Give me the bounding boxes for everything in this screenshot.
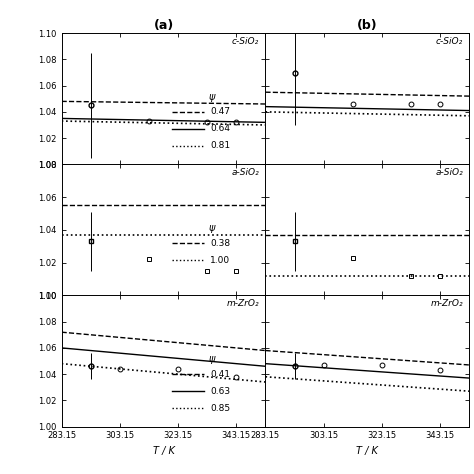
X-axis label: T / K: T / K: [356, 446, 378, 456]
Text: 1.00: 1.00: [210, 255, 230, 264]
Text: 0.47: 0.47: [210, 108, 230, 116]
Text: 0.63: 0.63: [210, 387, 230, 396]
Text: 0.85: 0.85: [210, 404, 230, 413]
Text: c-SiO₂: c-SiO₂: [436, 37, 463, 46]
Text: 0.81: 0.81: [210, 141, 230, 150]
Text: 0.41: 0.41: [210, 370, 230, 379]
Text: c-SiO₂: c-SiO₂: [232, 37, 259, 46]
Title: (b): (b): [357, 19, 378, 32]
Text: 0.38: 0.38: [210, 238, 230, 247]
Text: ψ: ψ: [209, 354, 215, 364]
Title: (a): (a): [154, 19, 173, 32]
X-axis label: T / K: T / K: [153, 446, 174, 456]
Text: m-ZrO₂: m-ZrO₂: [430, 300, 463, 309]
Text: a-SiO₂: a-SiO₂: [232, 168, 259, 177]
Text: ψ: ψ: [209, 91, 215, 101]
Text: a-SiO₂: a-SiO₂: [436, 168, 463, 177]
Text: m-ZrO₂: m-ZrO₂: [227, 300, 259, 309]
Text: 0.64: 0.64: [210, 124, 230, 133]
Text: ψ: ψ: [209, 223, 215, 233]
